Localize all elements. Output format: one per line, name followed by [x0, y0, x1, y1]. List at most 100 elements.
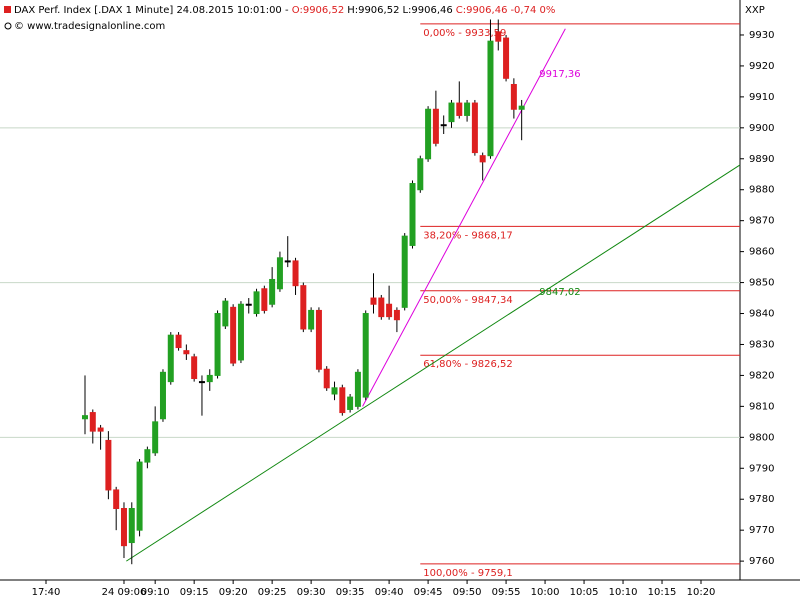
y-tick-label: 9760: [749, 556, 774, 567]
quote-low: L:9906,46: [402, 5, 452, 16]
y-tick-label: 9820: [749, 370, 774, 381]
candle-body: [237, 303, 244, 361]
quote-change: -0,74 0%: [510, 5, 555, 16]
candle-body: [113, 489, 120, 510]
candle-body: [269, 278, 276, 305]
candle-body: [378, 297, 385, 318]
candle-body: [245, 303, 252, 306]
candle-body: [97, 427, 104, 432]
quote-close: C:9906,46: [456, 5, 508, 16]
candle-body: [175, 334, 182, 349]
y-tick-label: 9850: [749, 278, 774, 289]
y-tick-label: 9800: [749, 432, 774, 443]
x-tick-label: 09:15: [180, 587, 209, 598]
candle-body: [456, 102, 463, 116]
candle-body: [292, 260, 299, 287]
y-tick-label: 9890: [749, 154, 774, 165]
candle-body: [191, 356, 198, 380]
candle-body: [308, 309, 315, 330]
series-marker: [4, 6, 11, 13]
x-tick-label: 17:40: [32, 587, 61, 598]
y-tick-label: 9930: [749, 30, 774, 41]
candle-body: [503, 37, 510, 79]
fib-label: 100,00% - 9759,1: [423, 568, 512, 579]
axis-name: XXP: [745, 5, 765, 16]
candle-body: [159, 371, 166, 420]
fib-label: 38,20% - 9868,17: [423, 230, 512, 241]
candle-body: [222, 300, 229, 327]
candle-body: [105, 439, 112, 491]
x-tick-label: 09:30: [297, 587, 326, 598]
candle-body: [432, 108, 439, 144]
header: DAX Perf. Index [.DAX 1 Minute] 24.08.20…: [14, 5, 555, 16]
trendline-label: 9847,02: [539, 287, 580, 298]
y-tick-label: 9880: [749, 185, 774, 196]
chart-title: DAX Perf. Index [.DAX 1 Minute] 24.08.20…: [14, 5, 292, 16]
candle-body: [81, 415, 88, 420]
source-icon: [4, 22, 12, 30]
candle-body: [331, 387, 338, 395]
candle-body: [362, 313, 369, 398]
trendline: [126, 164, 741, 562]
candle-body: [261, 288, 268, 311]
y-tick-label: 9860: [749, 247, 774, 258]
fib-label: 61,80% - 9826,52: [423, 359, 512, 370]
x-tick-label: 09:45: [414, 587, 443, 598]
source: © www.tradesignalonline.com: [14, 21, 165, 32]
x-tick-label: 10:15: [648, 587, 677, 598]
y-tick-label: 9780: [749, 494, 774, 505]
x-tick-label: 09:50: [453, 587, 482, 598]
candle-body: [510, 83, 517, 110]
x-tick-label: 10:05: [570, 587, 599, 598]
quote-high: H:9906,52: [347, 5, 399, 16]
y-tick-label: 9810: [749, 401, 774, 412]
trendline-label: 9917,36: [539, 69, 580, 80]
candle-body: [284, 260, 291, 263]
candle-body: [167, 334, 174, 383]
candle-body: [152, 421, 159, 454]
candle-body: [276, 257, 283, 290]
y-tick-label: 9770: [749, 525, 774, 536]
x-tick-label: 24 09:06: [102, 587, 147, 598]
candle-body: [120, 508, 127, 547]
candle-body: [471, 102, 478, 154]
candle-body: [479, 155, 486, 163]
x-tick-label: 09:10: [141, 587, 170, 598]
candle-body: [136, 461, 143, 531]
x-tick-label: 09:35: [336, 587, 365, 598]
quote-open: O:9906,52: [292, 5, 344, 16]
candle-body: [206, 374, 213, 383]
x-tick-label: 09:25: [258, 587, 287, 598]
x-tick-label: 09:20: [219, 587, 248, 598]
candle-body: [339, 387, 346, 414]
candle-body: [214, 313, 221, 376]
x-tick-label: 09:55: [492, 587, 521, 598]
candle-body: [370, 297, 377, 305]
candle-body: [448, 102, 455, 123]
x-tick-label: 09:40: [375, 587, 404, 598]
candle-body: [518, 105, 525, 110]
candle-body: [253, 291, 260, 315]
candle-body: [440, 124, 447, 127]
x-tick-label: 10:20: [687, 587, 716, 598]
y-tick-label: 9840: [749, 309, 774, 320]
candle-body: [323, 368, 330, 389]
candle-body: [386, 303, 393, 318]
candle-body: [393, 309, 400, 321]
candle-body: [128, 508, 135, 544]
x-tick-label: 10:10: [609, 587, 638, 598]
fib-label: 0,00% - 9933,59: [423, 28, 506, 39]
candle-body: [144, 449, 151, 463]
y-tick-label: 9830: [749, 339, 774, 350]
y-tick-label: 9870: [749, 216, 774, 227]
fib-label: 50,00% - 9847,34: [423, 295, 512, 306]
candle-body: [401, 235, 408, 308]
y-tick-label: 9910: [749, 92, 774, 103]
candle-body: [354, 371, 361, 407]
candle-body: [198, 381, 205, 384]
candle-body: [495, 31, 502, 42]
candle-body: [487, 40, 494, 157]
candle-body: [183, 350, 190, 355]
candle-body: [230, 306, 237, 364]
